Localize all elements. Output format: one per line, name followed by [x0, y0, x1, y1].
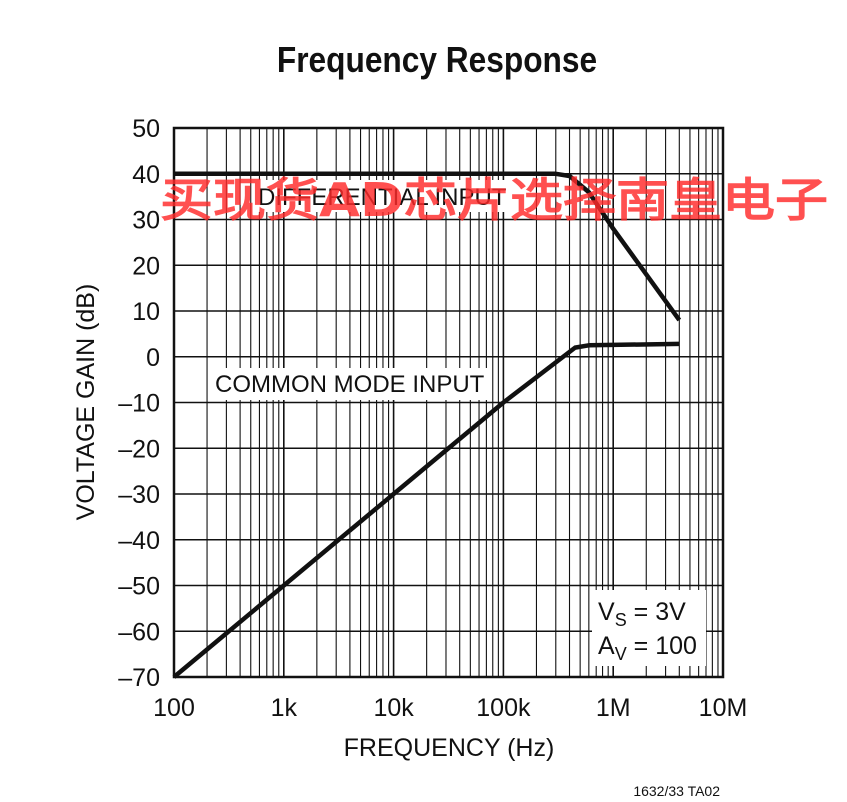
y-tick-label: –10 — [118, 390, 160, 418]
x-tick-label: 1k — [271, 694, 298, 722]
x-tick-label: 1M — [596, 694, 631, 722]
y-tick-label: 10 — [132, 298, 160, 326]
y-tick-labels: 50 40 30 20 10 0 –10 –20 –30 –40 –50 –60 –70 — [118, 115, 160, 692]
watermark: 买现货AD芯片选择南皇电子 — [160, 173, 828, 227]
x-tick-label: 10k — [373, 694, 414, 722]
chart-title: Frequency Response — [277, 40, 597, 80]
figure-code: 1632/33 TA02 — [633, 783, 720, 799]
y-tick-label: 0 — [146, 344, 160, 372]
x-tick-label: 10M — [699, 694, 748, 722]
common-mode-input-label: COMMON MODE INPUT — [215, 371, 485, 398]
y-tick-label: –30 — [118, 481, 160, 509]
y-tick-label: 40 — [132, 161, 160, 189]
av-condition: AV = 100 — [598, 632, 697, 664]
differential-input-line — [174, 171, 682, 322]
conditions-box-bg — [592, 590, 706, 666]
y-tick-label: –50 — [118, 573, 160, 601]
x-tick-label: 100k — [476, 694, 531, 722]
common-mode-label-bg — [213, 368, 491, 400]
y-tick-label: 20 — [132, 252, 160, 280]
x-tick-label: 100 — [153, 694, 195, 722]
x-axis-label: FREQUENCY (Hz) — [344, 734, 555, 762]
common-mode-input-line — [172, 341, 680, 679]
y-tick-label: –20 — [118, 435, 160, 463]
plot-frame — [172, 126, 725, 679]
y-tick-label: 50 — [132, 115, 160, 143]
differential-label-bg — [256, 180, 508, 212]
y-axis-label: VOLTAGE GAIN (dB) — [72, 284, 100, 521]
grid — [173, 127, 723, 678]
vs-condition: VS = 3V — [598, 598, 686, 630]
y-tick-label: –70 — [118, 664, 160, 692]
x-tick-labels: 100 1k 10k 100k 1M 10M — [153, 694, 747, 722]
y-tick-label: –60 — [118, 618, 160, 646]
differential-input-label: DIFFERENTIAL INPUT — [258, 184, 507, 211]
series-lines — [172, 171, 682, 679]
y-tick-label: –40 — [118, 527, 160, 555]
y-tick-label: 30 — [132, 207, 160, 235]
